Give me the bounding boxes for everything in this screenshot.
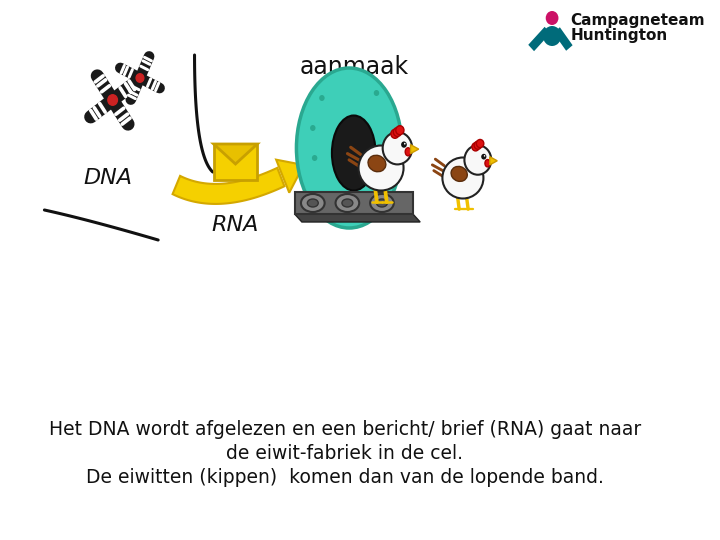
Circle shape xyxy=(404,143,405,145)
Circle shape xyxy=(393,127,402,137)
Circle shape xyxy=(396,126,404,134)
Text: Campagneteam: Campagneteam xyxy=(570,13,705,28)
Circle shape xyxy=(484,155,485,157)
Text: Het DNA wordt afgelezen en een bericht/ brief (RNA) gaat naar: Het DNA wordt afgelezen en een bericht/ … xyxy=(48,420,641,439)
Circle shape xyxy=(543,26,561,46)
Text: RNA: RNA xyxy=(212,215,259,235)
Circle shape xyxy=(312,155,318,161)
Ellipse shape xyxy=(297,68,402,228)
Text: Huntington: Huntington xyxy=(570,28,667,43)
Ellipse shape xyxy=(332,116,376,191)
Text: aanmaak: aanmaak xyxy=(300,55,408,79)
Circle shape xyxy=(319,95,325,101)
Ellipse shape xyxy=(368,156,386,172)
Circle shape xyxy=(546,11,559,25)
Ellipse shape xyxy=(377,199,387,207)
Circle shape xyxy=(382,132,412,164)
Polygon shape xyxy=(410,145,419,153)
Ellipse shape xyxy=(442,158,483,199)
Polygon shape xyxy=(490,157,498,165)
Text: DNA: DNA xyxy=(84,168,132,188)
Ellipse shape xyxy=(359,145,403,191)
Polygon shape xyxy=(173,168,284,204)
Circle shape xyxy=(472,143,480,151)
Polygon shape xyxy=(214,144,257,180)
Circle shape xyxy=(481,154,487,159)
FancyArrow shape xyxy=(528,27,550,51)
Circle shape xyxy=(401,141,407,148)
Circle shape xyxy=(474,141,482,149)
Circle shape xyxy=(391,129,399,138)
Ellipse shape xyxy=(370,194,394,212)
Polygon shape xyxy=(214,144,257,164)
Circle shape xyxy=(464,145,491,175)
Circle shape xyxy=(310,125,315,131)
Ellipse shape xyxy=(342,199,353,207)
Ellipse shape xyxy=(336,194,359,212)
Ellipse shape xyxy=(485,159,490,167)
FancyBboxPatch shape xyxy=(294,192,413,214)
Circle shape xyxy=(108,94,117,105)
Ellipse shape xyxy=(307,199,318,207)
Ellipse shape xyxy=(451,166,467,181)
Circle shape xyxy=(136,74,144,82)
Circle shape xyxy=(374,90,379,96)
Ellipse shape xyxy=(405,148,411,156)
FancyArrow shape xyxy=(554,27,572,51)
Text: De eiwitten (kippen)  komen dan van de lopende band.: De eiwitten (kippen) komen dan van de lo… xyxy=(86,468,603,487)
Ellipse shape xyxy=(301,194,325,212)
Text: de eiwit-fabriek in de cel.: de eiwit-fabriek in de cel. xyxy=(226,444,463,463)
Circle shape xyxy=(477,139,484,147)
Polygon shape xyxy=(294,214,420,222)
Polygon shape xyxy=(276,160,304,193)
